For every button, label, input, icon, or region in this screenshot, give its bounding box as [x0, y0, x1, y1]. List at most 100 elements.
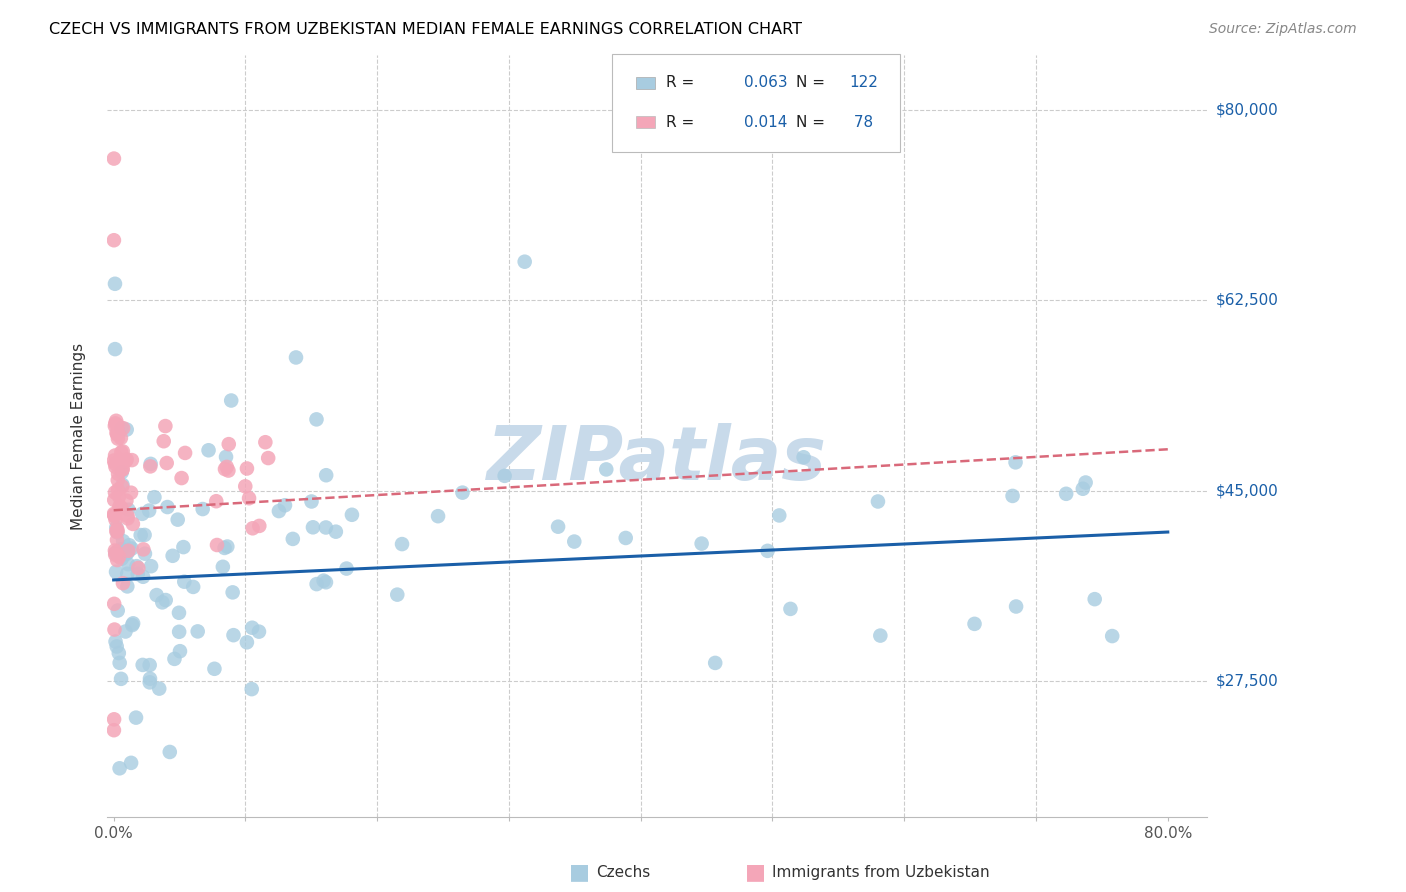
Point [166, 513, 188, 527]
Point [205, 538, 228, 552]
Point [494, 468, 516, 483]
Point [704, 656, 727, 670]
Point [155, 593, 177, 607]
Text: Immigrants from Uzbekistan: Immigrants from Uzbekistan [772, 865, 990, 880]
Point [768, 508, 790, 523]
Point [233, 479, 256, 493]
Point [117, 543, 139, 558]
Point [105, 640, 128, 654]
Point [103, 508, 125, 523]
Point [150, 595, 173, 609]
Point [145, 588, 167, 602]
Point [105, 533, 128, 547]
Text: 0.063: 0.063 [744, 76, 787, 90]
Point [238, 491, 260, 506]
Point [115, 423, 138, 437]
Point [257, 451, 280, 466]
Point [756, 544, 779, 558]
Point [148, 681, 170, 696]
Point [963, 616, 986, 631]
Point [120, 756, 142, 770]
Point [614, 531, 637, 545]
Point [105, 522, 128, 536]
Point [217, 464, 239, 478]
Point [205, 494, 228, 508]
Point [247, 624, 270, 639]
Point [104, 449, 127, 463]
Point [122, 616, 145, 631]
Point [139, 675, 162, 690]
Point [108, 490, 131, 504]
Point [451, 485, 474, 500]
Point [1005, 599, 1028, 614]
Point [138, 503, 160, 517]
Point [117, 545, 139, 559]
Point [340, 508, 363, 522]
Point [391, 537, 413, 551]
Point [302, 520, 325, 534]
Text: Czechs: Czechs [596, 865, 651, 880]
Point [118, 538, 141, 552]
Point [115, 547, 138, 561]
Point [869, 629, 891, 643]
Point [197, 443, 219, 458]
Point [132, 542, 155, 557]
Text: ZIPatlas: ZIPatlas [488, 423, 827, 496]
Point [104, 277, 127, 291]
Point [103, 233, 125, 247]
Text: ■: ■ [745, 863, 766, 882]
Point [107, 524, 129, 538]
Point [513, 254, 536, 268]
Text: N =: N = [796, 76, 830, 90]
Point [167, 606, 190, 620]
Point [1001, 489, 1024, 503]
Point [240, 682, 263, 697]
Point [104, 508, 127, 523]
Point [1074, 475, 1097, 490]
Point [159, 745, 181, 759]
Point [104, 634, 127, 648]
Point [111, 551, 134, 566]
Point [325, 524, 347, 539]
Point [117, 579, 139, 593]
Point [105, 524, 128, 539]
Point [103, 152, 125, 166]
Point [107, 467, 129, 481]
Point [181, 580, 204, 594]
Point [866, 494, 889, 508]
Point [595, 462, 617, 476]
Point [104, 546, 127, 560]
Point [110, 500, 132, 515]
Point [174, 446, 197, 460]
Point [305, 577, 328, 591]
Point [281, 532, 304, 546]
Point [115, 493, 138, 508]
Point [111, 478, 134, 492]
Point [1071, 482, 1094, 496]
Point [107, 473, 129, 487]
Point [129, 528, 152, 542]
Point [285, 351, 308, 365]
Point [104, 417, 127, 431]
Point [134, 547, 156, 561]
Point [219, 393, 242, 408]
Point [191, 502, 214, 516]
Point [104, 513, 127, 527]
Point [127, 561, 149, 575]
Point [107, 483, 129, 497]
Point [247, 519, 270, 533]
Point [108, 656, 131, 670]
Point [111, 444, 134, 458]
Text: $45,000: $45,000 [1216, 483, 1278, 498]
Point [110, 672, 132, 686]
Point [138, 658, 160, 673]
Point [110, 542, 132, 557]
Point [104, 419, 127, 434]
Point [236, 635, 259, 649]
Point [315, 468, 337, 483]
Point [215, 450, 238, 464]
Point [105, 425, 128, 440]
Point [212, 559, 235, 574]
Point [173, 574, 195, 589]
Point [110, 431, 132, 445]
